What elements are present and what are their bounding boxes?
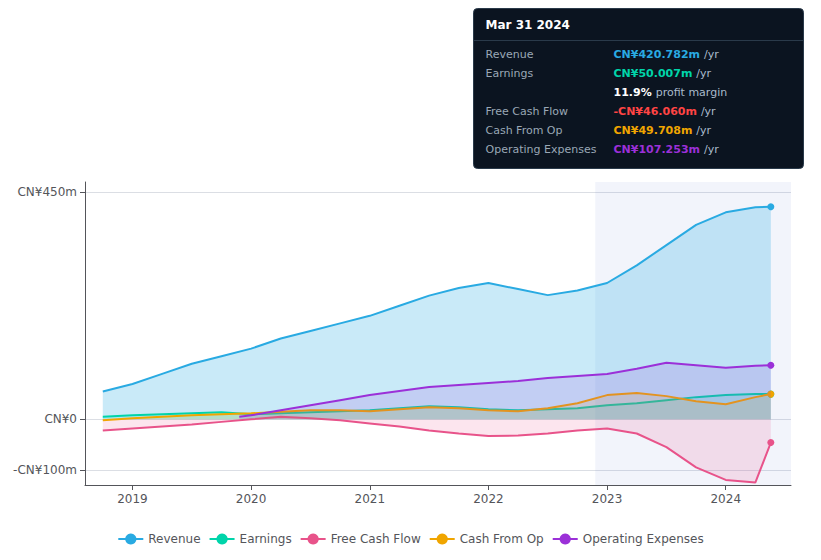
svg-text:Operating Expenses: Operating Expenses	[486, 143, 597, 156]
svg-text:2024: 2024	[710, 492, 741, 506]
svg-text:Earnings: Earnings	[486, 67, 534, 80]
svg-text:/yr: /yr	[696, 67, 711, 80]
svg-text:Earnings: Earnings	[240, 532, 292, 546]
svg-text:Revenue: Revenue	[148, 532, 200, 546]
svg-text:CN¥107.253m: CN¥107.253m	[614, 143, 701, 156]
svg-text:CN¥50.007m: CN¥50.007m	[614, 67, 693, 80]
svg-text:2019: 2019	[117, 492, 148, 506]
svg-text:/yr: /yr	[701, 105, 716, 118]
svg-text:Free Cash Flow: Free Cash Flow	[331, 532, 421, 546]
svg-text:CN¥450m: CN¥450m	[17, 185, 77, 199]
svg-text:2020: 2020	[236, 492, 267, 506]
svg-text:/yr: /yr	[704, 143, 719, 156]
svg-text:Cash From Op: Cash From Op	[486, 124, 563, 137]
svg-text:/yr: /yr	[696, 124, 711, 137]
svg-text:Operating Expenses: Operating Expenses	[583, 532, 704, 546]
svg-text:Cash From Op: Cash From Op	[460, 532, 544, 546]
svg-text:Mar 31 2024: Mar 31 2024	[486, 18, 570, 32]
svg-text:2022: 2022	[473, 492, 504, 506]
svg-text:11.9%: 11.9%	[614, 86, 652, 99]
svg-text:CN¥49.708m: CN¥49.708m	[614, 124, 693, 137]
svg-text:/yr: /yr	[704, 48, 719, 61]
svg-text:-CN¥46.060m: -CN¥46.060m	[614, 105, 697, 118]
svg-text:Revenue: Revenue	[486, 48, 534, 61]
svg-text:profit margin: profit margin	[656, 86, 728, 99]
svg-text:-CN¥100m: -CN¥100m	[13, 463, 77, 477]
svg-text:Free Cash Flow: Free Cash Flow	[486, 105, 569, 118]
svg-text:2023: 2023	[592, 492, 623, 506]
svg-text:CN¥420.782m: CN¥420.782m	[614, 48, 701, 61]
svg-text:2021: 2021	[354, 492, 385, 506]
svg-text:CN¥0: CN¥0	[44, 412, 77, 426]
